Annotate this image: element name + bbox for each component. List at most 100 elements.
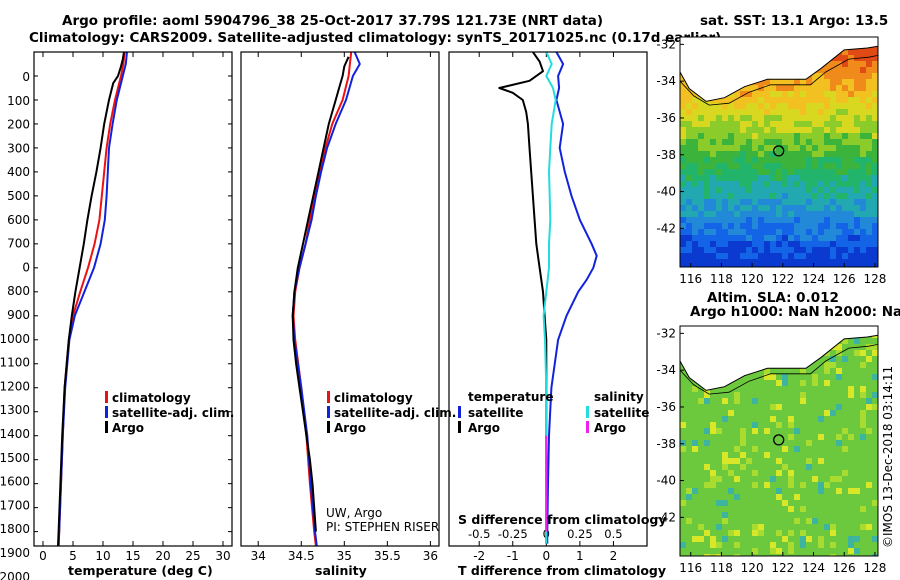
map-cell bbox=[824, 217, 830, 223]
map-cell bbox=[764, 458, 770, 464]
map-cell bbox=[728, 265, 734, 267]
map-cell bbox=[770, 127, 776, 133]
map-cell bbox=[848, 434, 854, 440]
map-cell bbox=[782, 512, 788, 518]
map-cell bbox=[836, 386, 842, 392]
map-cell bbox=[830, 470, 836, 476]
map-cell bbox=[866, 446, 872, 452]
map-cell bbox=[722, 133, 728, 139]
map-cell bbox=[770, 458, 776, 464]
map-cell bbox=[806, 187, 812, 193]
map-cell bbox=[812, 404, 818, 410]
map-cell bbox=[746, 217, 752, 223]
map-cell bbox=[692, 494, 698, 500]
map-cell bbox=[794, 175, 800, 181]
map-cell bbox=[788, 85, 794, 91]
map-cell bbox=[746, 374, 752, 380]
map-cell bbox=[866, 470, 872, 476]
map-cell bbox=[704, 163, 710, 169]
map-cell bbox=[740, 199, 746, 205]
map-cell bbox=[836, 121, 842, 127]
map-cell bbox=[680, 157, 686, 163]
map-cell bbox=[752, 530, 758, 536]
map-cell bbox=[722, 518, 728, 524]
map-cell bbox=[752, 440, 758, 446]
map-cell bbox=[866, 115, 872, 121]
map-cell bbox=[824, 199, 830, 205]
map-cell bbox=[836, 133, 842, 139]
map-cell bbox=[860, 49, 866, 55]
map-cell bbox=[854, 548, 860, 554]
map-cell bbox=[746, 524, 752, 530]
map-cell bbox=[812, 211, 818, 217]
map-cell bbox=[704, 199, 710, 205]
map-cell bbox=[704, 446, 710, 452]
map-cell bbox=[740, 241, 746, 247]
map-cell bbox=[860, 265, 866, 267]
map-cell bbox=[710, 265, 716, 267]
map-cell bbox=[788, 386, 794, 392]
map-cell bbox=[854, 380, 860, 386]
map-cell bbox=[836, 247, 842, 253]
map-cell bbox=[800, 127, 806, 133]
map-cell bbox=[872, 362, 878, 368]
map-cell bbox=[848, 470, 854, 476]
map-cell bbox=[818, 109, 824, 115]
map-cell bbox=[746, 199, 752, 205]
map-cell bbox=[692, 512, 698, 518]
map-cell bbox=[860, 458, 866, 464]
map-cell bbox=[698, 548, 704, 554]
map-cell bbox=[728, 163, 734, 169]
map-cell bbox=[734, 187, 740, 193]
map-cell bbox=[770, 422, 776, 428]
y-tick-label: 2000 bbox=[0, 570, 30, 580]
map-cell bbox=[776, 380, 782, 386]
map-cell bbox=[848, 452, 854, 458]
map-cell bbox=[728, 410, 734, 416]
map-cell bbox=[824, 139, 830, 145]
map-cell bbox=[710, 181, 716, 187]
map-cell bbox=[722, 181, 728, 187]
map-cell bbox=[746, 434, 752, 440]
map-cell bbox=[854, 127, 860, 133]
map-cell bbox=[836, 356, 842, 362]
map-cell bbox=[788, 187, 794, 193]
map-cell bbox=[746, 253, 752, 259]
map-cell bbox=[680, 512, 686, 518]
map-cell bbox=[782, 470, 788, 476]
map-cell bbox=[872, 506, 878, 512]
map-cell bbox=[818, 524, 824, 530]
map-cell bbox=[812, 73, 818, 79]
map-cell bbox=[782, 554, 788, 556]
map-cell bbox=[680, 434, 686, 440]
map-cell bbox=[740, 458, 746, 464]
map-cell bbox=[698, 392, 704, 398]
map-cell bbox=[860, 398, 866, 404]
map-cell bbox=[866, 554, 872, 556]
map-cell bbox=[794, 265, 800, 267]
map-cell bbox=[740, 392, 746, 398]
map-cell bbox=[794, 416, 800, 422]
map-cell bbox=[728, 181, 734, 187]
map-cell bbox=[842, 73, 848, 79]
map-cell bbox=[776, 470, 782, 476]
map-cell bbox=[722, 416, 728, 422]
map-cell bbox=[716, 554, 722, 556]
map-cell bbox=[740, 97, 746, 103]
map-cell bbox=[788, 211, 794, 217]
map-cell bbox=[872, 524, 878, 530]
map-cell bbox=[722, 109, 728, 115]
map-cell bbox=[776, 482, 782, 488]
map-cell bbox=[866, 121, 872, 127]
map-cell bbox=[734, 211, 740, 217]
map-cell bbox=[812, 422, 818, 428]
map-cell bbox=[842, 157, 848, 163]
map-cell bbox=[782, 380, 788, 386]
map-cell bbox=[860, 506, 866, 512]
map-cell bbox=[752, 175, 758, 181]
map-cell bbox=[770, 193, 776, 199]
map-cell bbox=[740, 121, 746, 127]
map-cell bbox=[788, 488, 794, 494]
map-cell bbox=[842, 163, 848, 169]
legend-swatch-temp-satellite bbox=[458, 406, 461, 418]
